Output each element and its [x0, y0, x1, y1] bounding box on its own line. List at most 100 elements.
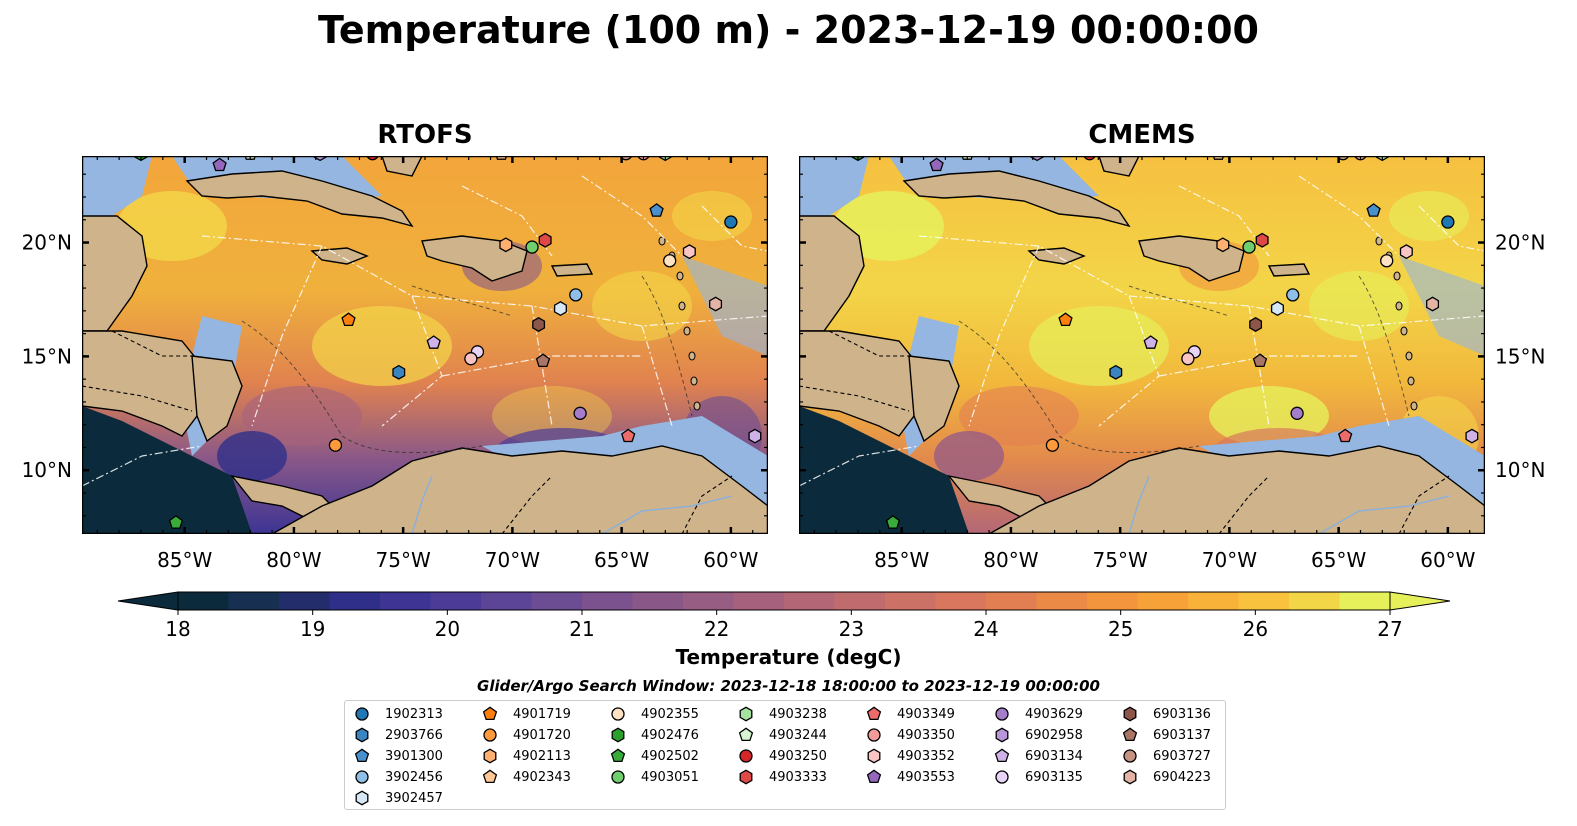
float-marker-3902457 — [553, 301, 567, 317]
float-marker-6903137 — [1252, 353, 1268, 368]
legend-marker-4903051 — [611, 770, 625, 784]
legend-marker-6903137 — [1122, 727, 1138, 742]
float-legend: 1902313 2903766 3901300 3902456 3902457 49017… — [344, 700, 1226, 810]
float-marker-extra-b — [748, 428, 762, 444]
legend-entry-4903629: 4903629 — [993, 704, 1083, 724]
legend-entry-3902456: 3902456 — [353, 767, 443, 787]
legend-label: 4902113 — [513, 748, 571, 764]
colorbar-tick-label: 27 — [1377, 617, 1402, 641]
float-marker-6903137 — [535, 353, 551, 368]
legend-entry-4903244: 4903244 — [737, 725, 827, 745]
float-marker-4903352 — [682, 244, 696, 260]
legend-label: 1902313 — [385, 706, 443, 722]
legend-label: 4903629 — [1025, 706, 1083, 722]
legend-entry-3902457: 3902457 — [353, 788, 443, 808]
float-marker-6904223 — [1426, 296, 1440, 312]
float-marker-4901719 — [341, 312, 356, 327]
float-marker-6903134 — [426, 335, 441, 349]
circle-marker-icon — [867, 728, 881, 742]
pentagon-marker-icon — [1122, 727, 1138, 742]
legend-marker-4903629 — [995, 707, 1009, 721]
legend-label: 4903352 — [897, 748, 955, 764]
lat-tick-label: 10°N — [22, 458, 72, 482]
legend-label: 4901719 — [513, 706, 571, 722]
float-marker-4901720 — [1045, 438, 1060, 452]
legend-entry-6903136: 6903136 — [1121, 704, 1211, 724]
hexagon-marker-icon — [483, 748, 497, 764]
legend-entry-4901719: 4901719 — [481, 704, 571, 724]
pentagon-marker-icon — [866, 706, 882, 721]
lon-tick-label: 80°W — [983, 548, 1038, 572]
legend-marker-4901719 — [482, 706, 498, 721]
float-marker-4902502 — [168, 515, 184, 529]
float-marker-6903134 — [1143, 335, 1158, 349]
float-marker-6904223 — [709, 296, 723, 312]
lon-tick-label: 65°W — [1311, 548, 1366, 572]
legend-marker-4901720 — [483, 728, 497, 742]
float-marker-1902313 — [1441, 215, 1455, 229]
legend-label: 4902476 — [641, 727, 699, 743]
legend-entry-4903238: 4903238 — [737, 704, 827, 724]
pentagon-marker-icon — [482, 706, 498, 721]
legend-entry-3901300: 3901300 — [353, 746, 443, 766]
legend-entry-1902313: 1902313 — [353, 704, 443, 724]
legend-label: 3902457 — [385, 790, 443, 806]
legend-label: 4903244 — [769, 727, 827, 743]
legend-entry-4903350: 4903350 — [865, 725, 955, 745]
hexagon-marker-icon — [867, 748, 881, 764]
circle-marker-icon — [1123, 749, 1137, 763]
legend-marker-6903136 — [1123, 706, 1137, 722]
circle-marker-icon — [611, 770, 625, 784]
legend-marker-4902476 — [611, 727, 625, 743]
legend-marker-1902313 — [355, 707, 369, 721]
legend-label: 6902958 — [1025, 727, 1083, 743]
legend-entry-4903349: 4903349 — [865, 704, 955, 724]
legend-label: 6904223 — [1153, 769, 1211, 785]
legend-label: 6903136 — [1153, 706, 1211, 722]
figure-title: Temperature (100 m) - 2023-12-19 00:00:0… — [317, 8, 1259, 52]
float-marker-4902355 — [1380, 254, 1394, 268]
colorbar: 18 19 20 21 22 23 24 25 26 27 — [117, 591, 1451, 641]
circle-marker-icon — [995, 770, 1009, 784]
legend-marker-3901300 — [354, 748, 370, 763]
legend-label: 4901720 — [513, 727, 571, 743]
legend-label: 4903349 — [897, 706, 955, 722]
float-marker-4903349 — [1338, 428, 1353, 443]
float-marker-4903333 — [538, 232, 552, 248]
legend-label: 4903350 — [897, 727, 955, 743]
legend-marker-4903250 — [739, 749, 753, 763]
legend-entry-6902958: 6902958 — [993, 725, 1083, 745]
hexagon-marker-icon — [1123, 769, 1137, 785]
legend-entry-4903333: 4903333 — [737, 767, 827, 787]
legend-marker-4903238 — [739, 706, 753, 722]
legend-entry-6903727: 6903727 — [1121, 746, 1211, 766]
float-marker-4901719 — [1058, 312, 1073, 327]
hexagon-marker-icon — [739, 706, 753, 722]
legend-marker-6903135 — [995, 770, 1009, 784]
circle-marker-icon — [483, 728, 497, 742]
float-marker-4903333 — [1255, 232, 1269, 248]
float-marker-3901300 — [1366, 203, 1381, 217]
legend-marker-6904223 — [1123, 769, 1137, 785]
legend-marker-4903553 — [866, 769, 882, 784]
legend-entry-4903051: 4903051 — [609, 767, 699, 787]
circle-marker-icon — [611, 707, 625, 721]
float-marker-2903766 — [1109, 364, 1123, 380]
lon-tick-label: 60°W — [703, 548, 758, 572]
colorbar-tick-label: 21 — [569, 617, 594, 641]
legend-label: 6903134 — [1025, 748, 1083, 764]
legend-title: Glider/Argo Search Window: 2023-12-18 18… — [477, 677, 1100, 695]
legend-entry-4903553: 4903553 — [865, 767, 955, 787]
float-marker-6903136 — [532, 317, 546, 332]
legend-entry-4902343: 4902343 — [481, 767, 571, 787]
float-marker-4902113 — [499, 237, 513, 253]
hexagon-marker-icon — [739, 769, 753, 785]
lon-tick-label: 85°W — [874, 548, 929, 572]
float-marker-extra-a — [464, 352, 478, 366]
float-marker-4902113 — [1216, 237, 1230, 253]
colorbar-tick-label: 22 — [704, 617, 729, 641]
legend-entry-2903766: 2903766 — [353, 725, 443, 745]
circle-marker-icon — [355, 770, 369, 784]
circle-marker-icon — [355, 707, 369, 721]
float-marker-4903352 — [1399, 244, 1413, 260]
